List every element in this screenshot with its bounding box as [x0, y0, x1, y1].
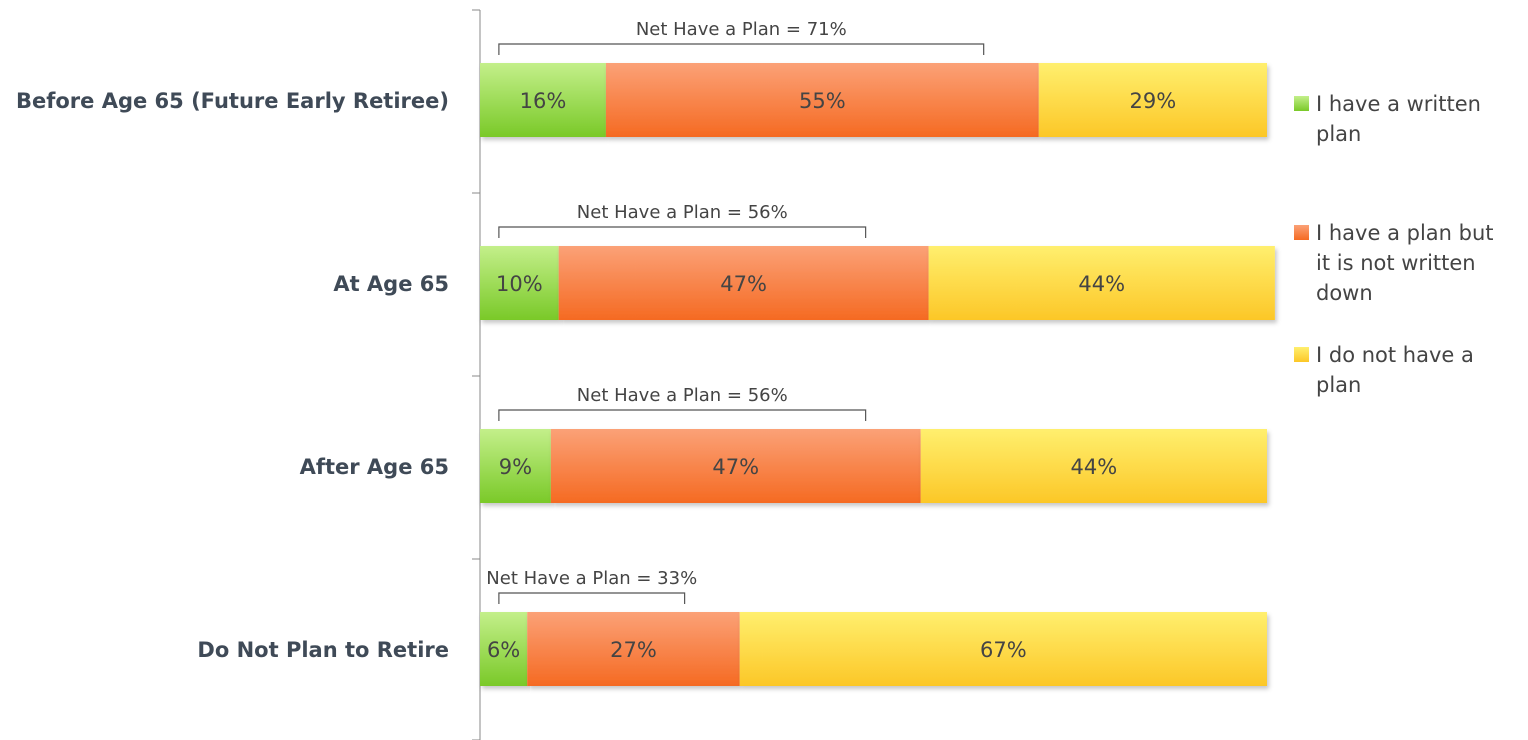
value-label: 10% — [496, 272, 543, 296]
value-label: 47% — [712, 455, 759, 479]
legend-label: I have a written — [1316, 92, 1481, 116]
value-label: 9% — [499, 455, 532, 479]
axis-ticks — [472, 9, 480, 740]
net-have-plan-label: Net Have a Plan = 56% — [577, 202, 788, 223]
legend-label: I do not have a — [1316, 343, 1474, 367]
bars — [480, 63, 1275, 686]
category-labels: Before Age 65 (Future Early Retiree) At A… — [16, 89, 449, 662]
bar-segment — [1038, 63, 1267, 137]
net-bracket — [498, 43, 985, 55]
legend-label: plan — [1316, 373, 1361, 397]
legend-swatch — [1294, 347, 1309, 362]
net-have-plan-label: Net Have a Plan = 56% — [577, 385, 788, 406]
legend-label: down — [1316, 281, 1373, 305]
value-label: 44% — [1078, 272, 1125, 296]
bar-segment — [605, 63, 1039, 137]
category-label: At Age 65 — [333, 272, 449, 296]
bar-segment — [527, 612, 740, 686]
value-labels: 16% 55% 29% 10% 47% 44% 9% 47% 44% 6% 27% 67% — [487, 89, 1176, 662]
bar-segment — [558, 246, 929, 320]
category-label: Do Not Plan to Retire — [197, 638, 449, 662]
bar-segment — [480, 612, 528, 686]
value-label: 16% — [520, 89, 567, 113]
value-label: 55% — [799, 89, 846, 113]
value-label: 67% — [980, 638, 1027, 662]
bar-segment — [480, 246, 559, 320]
legend-label: it is not written — [1316, 251, 1476, 275]
bar-segment — [928, 246, 1275, 320]
bar-segment — [480, 63, 606, 137]
value-label: 27% — [610, 638, 657, 662]
bar-segment — [920, 429, 1267, 503]
net-bracket — [498, 592, 686, 604]
net-have-plan-label: Net Have a Plan = 33% — [486, 568, 697, 589]
legend-label: plan — [1316, 122, 1361, 146]
value-label: 47% — [720, 272, 767, 296]
legend-swatch — [1294, 96, 1309, 111]
category-label: After Age 65 — [300, 455, 449, 479]
value-label: 6% — [487, 638, 520, 662]
legend-label: I have a plan but — [1316, 221, 1494, 245]
net-bracket — [498, 226, 867, 238]
net-have-plan-label: Net Have a Plan = 71% — [636, 19, 847, 40]
net-brackets: Net Have a Plan = 71% Net Have a Plan = 5… — [486, 19, 985, 604]
bar-segment — [739, 612, 1267, 686]
category-label: Before Age 65 (Future Early Retiree) — [16, 89, 449, 113]
value-label: 44% — [1071, 455, 1118, 479]
bar-segment — [480, 429, 551, 503]
legend: I have a written plan I have a plan but it … — [1294, 92, 1494, 397]
net-bracket — [498, 409, 867, 421]
legend-swatch — [1294, 225, 1309, 240]
value-label: 29% — [1130, 89, 1177, 113]
bar-segment — [550, 429, 921, 503]
